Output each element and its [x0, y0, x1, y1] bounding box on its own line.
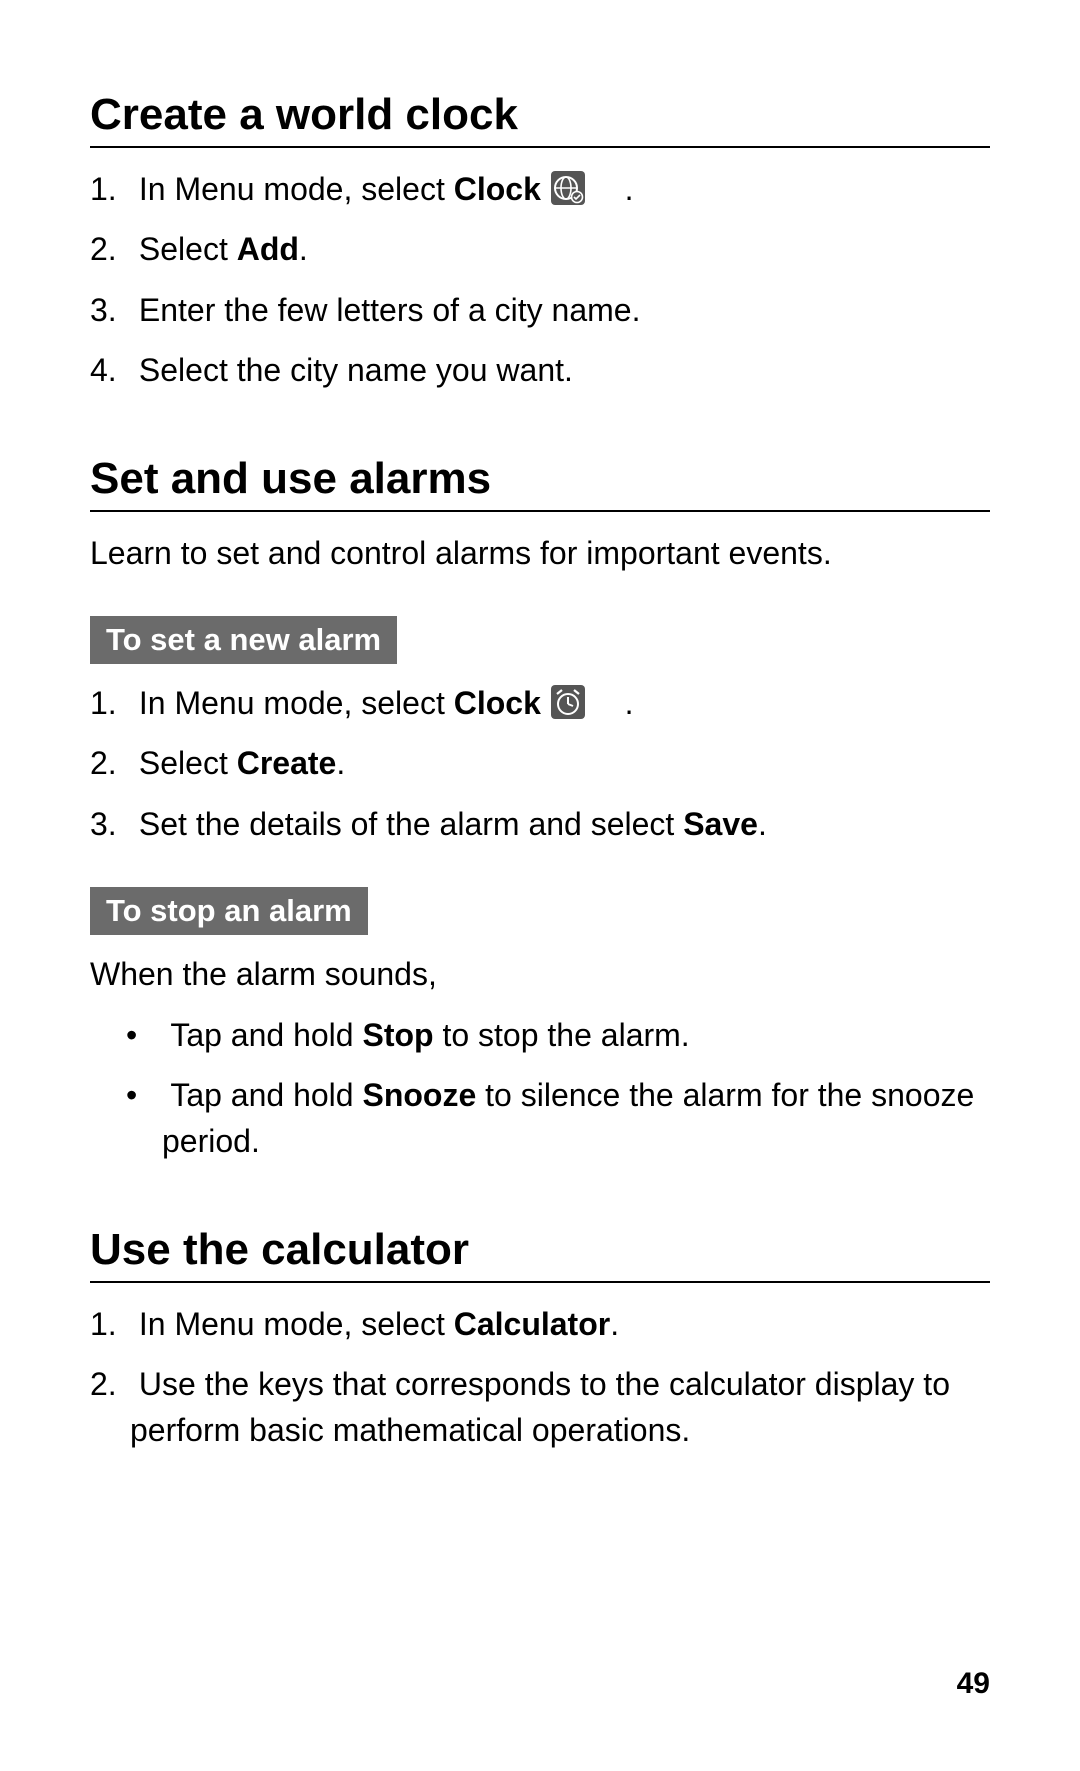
heading-calculator: Use the calculator [90, 1225, 990, 1275]
alarms-intro: Learn to set and control alarms for impo… [90, 530, 990, 576]
step-bold: Create [237, 745, 337, 781]
world-clock-icon [591, 171, 625, 205]
step-bold: Calculator [454, 1306, 610, 1342]
list-item: In Menu mode, select Clock → . [90, 166, 990, 212]
step-bold: Save [683, 806, 758, 842]
step-suffix: . [336, 745, 345, 781]
bullet-bold: Snooze [362, 1077, 476, 1113]
step-suffix: . [758, 806, 767, 842]
step-text: In Menu mode, select [139, 685, 454, 721]
step-suffix: . [625, 685, 634, 721]
alarm-icon [591, 685, 625, 719]
list-item: Set the details of the alarm and select … [90, 801, 990, 847]
list-item: Select Add. [90, 226, 990, 272]
step-bold: Add [237, 231, 299, 267]
step-text: Select [139, 745, 237, 781]
list-item: Select Create. [90, 740, 990, 786]
bullet-text: Tap and hold [170, 1077, 362, 1113]
list-item: In Menu mode, select Calculator. [90, 1301, 990, 1347]
step-bold: Clock [454, 171, 541, 207]
bullet-bold: Stop [362, 1017, 433, 1053]
section-calculator: Use the calculator In Menu mode, select … [90, 1225, 990, 1454]
calculator-steps: In Menu mode, select Calculator. Use the… [90, 1301, 990, 1454]
section-alarms: Set and use alarms Learn to set and cont… [90, 454, 990, 1165]
step-text: Select [139, 231, 237, 267]
list-item: Use the keys that corresponds to the cal… [90, 1361, 990, 1454]
list-item: Tap and hold Stop to stop the alarm. [90, 1012, 990, 1058]
tag-stop-alarm: To stop an alarm [90, 887, 368, 935]
step-suffix: . [299, 231, 308, 267]
heading-divider [90, 1281, 990, 1283]
page-number: 49 [957, 1667, 990, 1701]
list-item: In Menu mode, select Clock → . [90, 680, 990, 726]
stop-alarm-intro: When the alarm sounds, [90, 951, 990, 997]
heading-alarms: Set and use alarms [90, 454, 990, 504]
world-clock-steps: In Menu mode, select Clock → . Select Ad… [90, 166, 990, 394]
bullet-suffix: to stop the alarm. [434, 1017, 690, 1053]
manual-page: Create a world clock In Menu mode, selec… [0, 0, 1080, 1771]
list-item: Tap and hold Snooze to silence the alarm… [90, 1072, 990, 1165]
heading-divider [90, 146, 990, 148]
bullet-text: Tap and hold [170, 1017, 362, 1053]
list-item: Enter the few letters of a city name. [90, 287, 990, 333]
section-world-clock: Create a world clock In Menu mode, selec… [90, 90, 990, 394]
step-suffix: . [610, 1306, 619, 1342]
list-item: Select the city name you want. [90, 347, 990, 393]
set-alarm-steps: In Menu mode, select Clock → . Select Cr… [90, 680, 990, 847]
stop-alarm-bullets: Tap and hold Stop to stop the alarm. Tap… [90, 1012, 990, 1165]
heading-divider [90, 510, 990, 512]
step-text: Use the keys that corresponds to the cal… [130, 1366, 950, 1448]
step-suffix: . [625, 171, 634, 207]
step-text: In Menu mode, select [139, 171, 454, 207]
step-text: Select the city name you want. [139, 352, 573, 388]
tag-set-alarm: To set a new alarm [90, 616, 397, 664]
step-text: Set the details of the alarm and select [139, 806, 683, 842]
heading-world-clock: Create a world clock [90, 90, 990, 140]
step-bold: Clock [454, 685, 541, 721]
step-text: Enter the few letters of a city name. [139, 292, 641, 328]
step-text: In Menu mode, select [139, 1306, 454, 1342]
